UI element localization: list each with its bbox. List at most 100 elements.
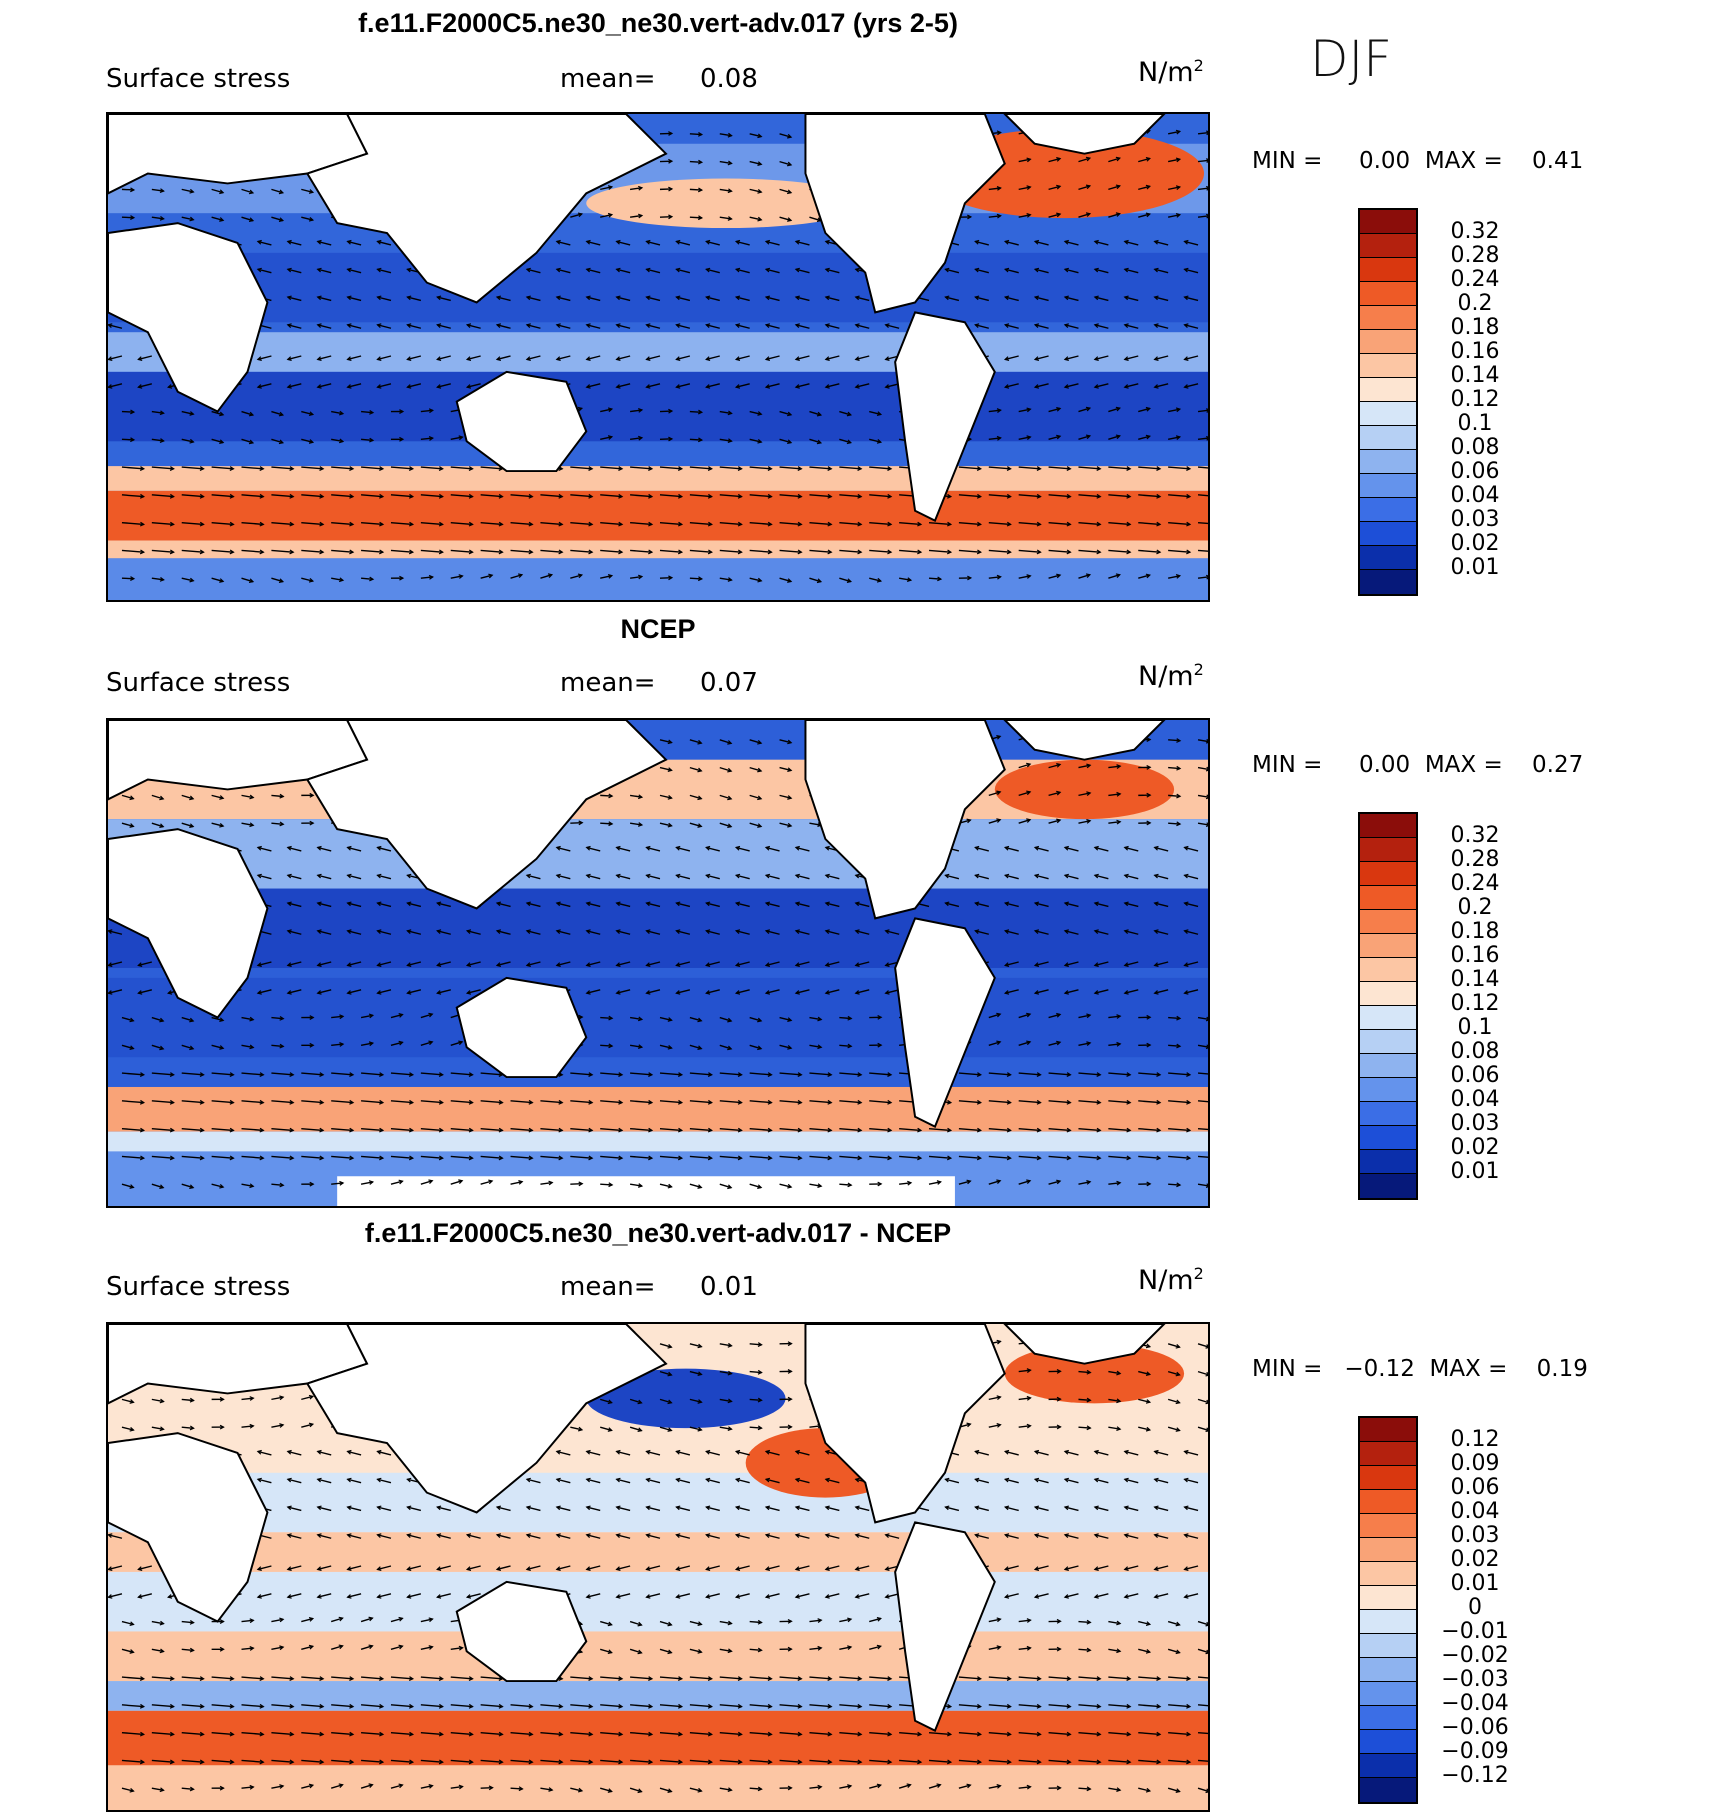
wind-vector	[706, 874, 720, 880]
wind-vector	[257, 240, 272, 246]
wind-vector-head	[946, 1703, 953, 1709]
wind-vector-head	[1183, 873, 1189, 879]
wind-vector-head	[346, 239, 352, 245]
colorbar-swatch	[1360, 1730, 1416, 1754]
wind-vector-head	[1096, 1731, 1102, 1737]
wind-vector-head	[757, 411, 763, 416]
wind-vector	[1124, 930, 1139, 935]
wind-vector-head	[697, 1621, 703, 1626]
wind-vector-head	[787, 739, 793, 745]
wind-vector-head	[847, 1015, 853, 1021]
wind-vector-head	[1146, 1042, 1152, 1048]
wind-vector	[855, 355, 870, 361]
wind-vector	[1138, 407, 1150, 413]
wind-vector	[1034, 1565, 1049, 1571]
wind-vector	[795, 240, 810, 246]
wind-vector	[377, 1450, 392, 1456]
wind-vector	[586, 1593, 601, 1598]
wind-vector-head	[794, 1449, 800, 1455]
wind-vector-head	[219, 795, 225, 800]
wind-vector-head	[219, 411, 225, 417]
wind-vector-head	[996, 1645, 1002, 1650]
wind-vector-head	[495, 356, 502, 362]
wind-vector-head	[764, 295, 771, 301]
wind-vector-head	[525, 267, 531, 273]
wind-vector-head	[1153, 384, 1159, 389]
wind-vector	[1124, 1565, 1139, 1571]
panel-1-colorbar	[1358, 208, 1418, 596]
colorbar-tick-label: −0.01	[1441, 1619, 1509, 1644]
wind-vector-head	[248, 189, 255, 195]
wind-vector	[706, 1506, 720, 1512]
wind-vector	[211, 216, 224, 222]
wind-vector-head	[787, 1369, 793, 1374]
wind-vector-head	[794, 295, 800, 301]
wind-vector	[301, 1127, 324, 1132]
wind-vector-head	[1026, 790, 1032, 796]
wind-vector-head	[1156, 1072, 1162, 1077]
wind-vector-head	[139, 1731, 146, 1737]
wind-vector-head	[854, 1477, 860, 1483]
wind-vector-head	[346, 873, 352, 879]
wind-vector	[347, 268, 362, 274]
wind-vector	[287, 1565, 302, 1571]
wind-vector-head	[946, 521, 953, 527]
wind-vector	[676, 268, 691, 274]
wind-vector	[151, 1648, 164, 1653]
wind-vector-head	[1003, 384, 1010, 389]
wind-vector-head	[458, 435, 464, 441]
wind-vector	[1034, 961, 1049, 967]
wind-vector	[151, 577, 164, 581]
wind-vector-head	[1126, 1703, 1132, 1709]
wind-vector	[301, 1423, 314, 1428]
wind-vector-head	[1096, 549, 1102, 555]
wind-vector	[347, 846, 362, 852]
wind-vector	[1168, 1183, 1181, 1186]
wind-vector	[659, 1426, 672, 1432]
wind-vector-head	[637, 1183, 644, 1188]
wind-vector-head	[376, 384, 382, 389]
wind-vector-head	[707, 1155, 713, 1161]
wind-vector	[945, 902, 960, 908]
wind-vector-head	[169, 1072, 175, 1077]
wind-vector	[331, 1043, 344, 1047]
wind-vector-head	[1036, 1759, 1042, 1765]
wind-vector-head	[465, 990, 472, 995]
wind-vector-head	[675, 267, 681, 273]
wind-vector-head	[1086, 1619, 1092, 1625]
wind-vector-head	[108, 929, 113, 934]
wind-vector-head	[727, 1017, 733, 1023]
wind-vector	[676, 355, 691, 361]
wind-vector	[1154, 1450, 1169, 1456]
wind-vector	[839, 1785, 852, 1789]
panel-3-max-value: 0.19	[1536, 1356, 1588, 1382]
wind-vector-head	[1146, 820, 1152, 826]
wind-vector-head	[219, 1396, 225, 1402]
wind-vector	[659, 1127, 682, 1132]
wind-vector	[630, 187, 643, 191]
wind-vector	[1048, 763, 1061, 769]
wind-vector	[988, 1127, 1011, 1132]
wind-vector-head	[428, 408, 434, 414]
wind-vector	[1108, 521, 1131, 526]
colorbar-tick-label: 0.02	[1450, 531, 1500, 556]
wind-vector-head	[787, 161, 793, 167]
wind-vector	[646, 296, 661, 302]
colorbar-tick-label: 0.01	[1450, 1571, 1500, 1596]
wind-vector	[301, 1395, 314, 1401]
wind-vector	[719, 822, 732, 828]
wind-vector	[586, 989, 601, 994]
wind-vector-head	[199, 1099, 205, 1105]
wind-vector	[108, 383, 123, 388]
wind-vector-head	[286, 239, 292, 245]
wind-vector-head	[976, 1155, 982, 1161]
colorbar-swatch	[1360, 378, 1416, 402]
wind-vector	[420, 549, 443, 553]
wind-vector-head	[495, 323, 502, 328]
colorbar-tick-label: 0.14	[1450, 967, 1500, 992]
wind-vector	[1168, 1759, 1191, 1763]
wind-vector-head	[369, 409, 375, 415]
wind-vector-head	[1145, 406, 1151, 412]
wind-vector	[1197, 466, 1208, 469]
wind-vector	[1124, 268, 1139, 274]
